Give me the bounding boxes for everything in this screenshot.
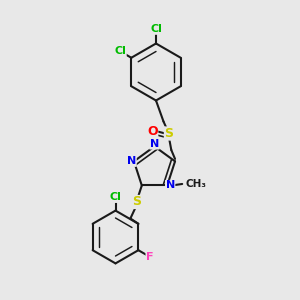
Text: CH₃: CH₃ <box>186 179 207 189</box>
Text: F: F <box>146 252 154 262</box>
Text: O: O <box>147 124 158 138</box>
Text: N: N <box>127 156 136 166</box>
Text: S: S <box>132 196 141 208</box>
Text: Cl: Cl <box>150 24 162 34</box>
Text: Cl: Cl <box>110 192 122 203</box>
Text: Cl: Cl <box>114 46 126 56</box>
Text: N: N <box>150 139 159 149</box>
Text: S: S <box>164 127 173 140</box>
Text: N: N <box>166 181 175 190</box>
